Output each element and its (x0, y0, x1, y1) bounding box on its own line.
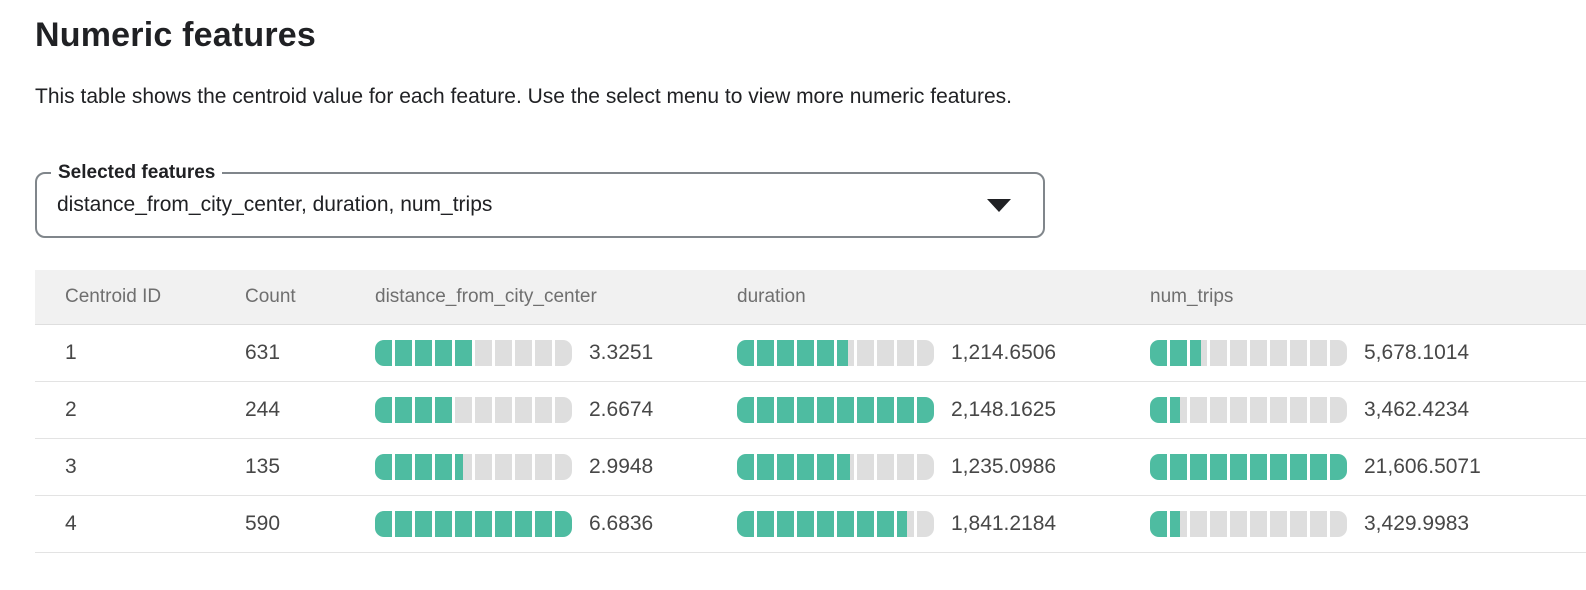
distance-cell: 6.6836 (345, 511, 707, 537)
numeric-features-panel: Numeric features This table shows the ce… (0, 0, 1586, 553)
num-trips-value: 3,429.9983 (1364, 512, 1470, 535)
count-cell: 135 (245, 455, 281, 478)
duration-value: 2,148.1625 (951, 398, 1057, 421)
page-title: Numeric features (35, 16, 316, 54)
distance-cell: 2.6674 (345, 397, 707, 423)
num-trips-cell: 21,606.5071 (1120, 454, 1586, 480)
duration-cell: 1,841.2184 (707, 511, 1120, 537)
table-row: 4 590 6.6836 1,841.2184 3,429.9983 (35, 496, 1586, 553)
num-trips-value: 3,462.4234 (1364, 398, 1470, 421)
distance-value: 2.6674 (589, 398, 654, 421)
count-cell: 631 (245, 341, 281, 364)
num-trips-value: 5,678.1014 (1364, 341, 1470, 364)
num-trips-bar (1150, 454, 1347, 480)
duration-value: 1,841.2184 (951, 512, 1057, 535)
duration-cell: 2,148.1625 (707, 397, 1120, 423)
duration-cell: 1,214.6506 (707, 340, 1120, 366)
distance-value: 2.9948 (589, 455, 654, 478)
count-cell: 590 (245, 512, 281, 535)
duration-bar (737, 454, 934, 480)
centroid-id-cell: 3 (65, 455, 77, 478)
table-row: 3 135 2.9948 1,235.0986 21,606.5071 (35, 439, 1586, 496)
num-trips-cell: 5,678.1014 (1120, 340, 1586, 366)
duration-value: 1,235.0986 (951, 455, 1057, 478)
duration-bar (737, 397, 934, 423)
centroid-id-cell: 2 (65, 398, 77, 421)
num-trips-cell: 3,429.9983 (1120, 511, 1586, 537)
num-trips-bar (1150, 511, 1347, 537)
distance-value: 3.3251 (589, 341, 654, 364)
count-cell: 244 (245, 398, 281, 421)
column-header-count: Count (245, 286, 296, 307)
duration-cell: 1,235.0986 (707, 454, 1120, 480)
distance-cell: 3.3251 (345, 340, 707, 366)
num-trips-bar (1150, 340, 1347, 366)
table-row: 2 244 2.6674 2,148.1625 3,462.4234 (35, 382, 1586, 439)
distance-value: 6.6836 (589, 512, 654, 535)
column-header-num-trips: num_trips (1150, 286, 1234, 307)
distance-cell: 2.9948 (345, 454, 707, 480)
duration-bar (737, 340, 934, 366)
column-header-centroid-id: Centroid ID (65, 286, 162, 307)
table-row: 1 631 3.3251 1,214.6506 5,678.1014 (35, 325, 1586, 382)
distance-bar (375, 511, 572, 537)
duration-bar (737, 511, 934, 537)
num-trips-value: 21,606.5071 (1364, 455, 1481, 478)
duration-value: 1,214.6506 (951, 341, 1057, 364)
column-header-duration: duration (737, 286, 806, 307)
num-trips-cell: 3,462.4234 (1120, 397, 1586, 423)
table-header-row: Centroid ID Count distance_from_city_cen… (35, 270, 1586, 325)
select-value: distance_from_city_center, duration, num… (57, 193, 493, 216)
column-header-distance-from-city-center: distance_from_city_center (375, 286, 597, 307)
distance-bar (375, 454, 572, 480)
centroid-feature-table: Centroid ID Count distance_from_city_cen… (35, 270, 1586, 553)
distance-bar (375, 340, 572, 366)
centroid-id-cell: 1 (65, 341, 77, 364)
centroid-id-cell: 4 (65, 512, 77, 535)
page-description: This table shows the centroid value for … (35, 85, 1012, 108)
num-trips-bar (1150, 397, 1347, 423)
select-label: Selected features (51, 160, 223, 186)
selected-features-select[interactable]: Selected features distance_from_city_cen… (35, 160, 1045, 238)
distance-bar (375, 397, 572, 423)
dropdown-arrow-icon (987, 198, 1011, 212)
